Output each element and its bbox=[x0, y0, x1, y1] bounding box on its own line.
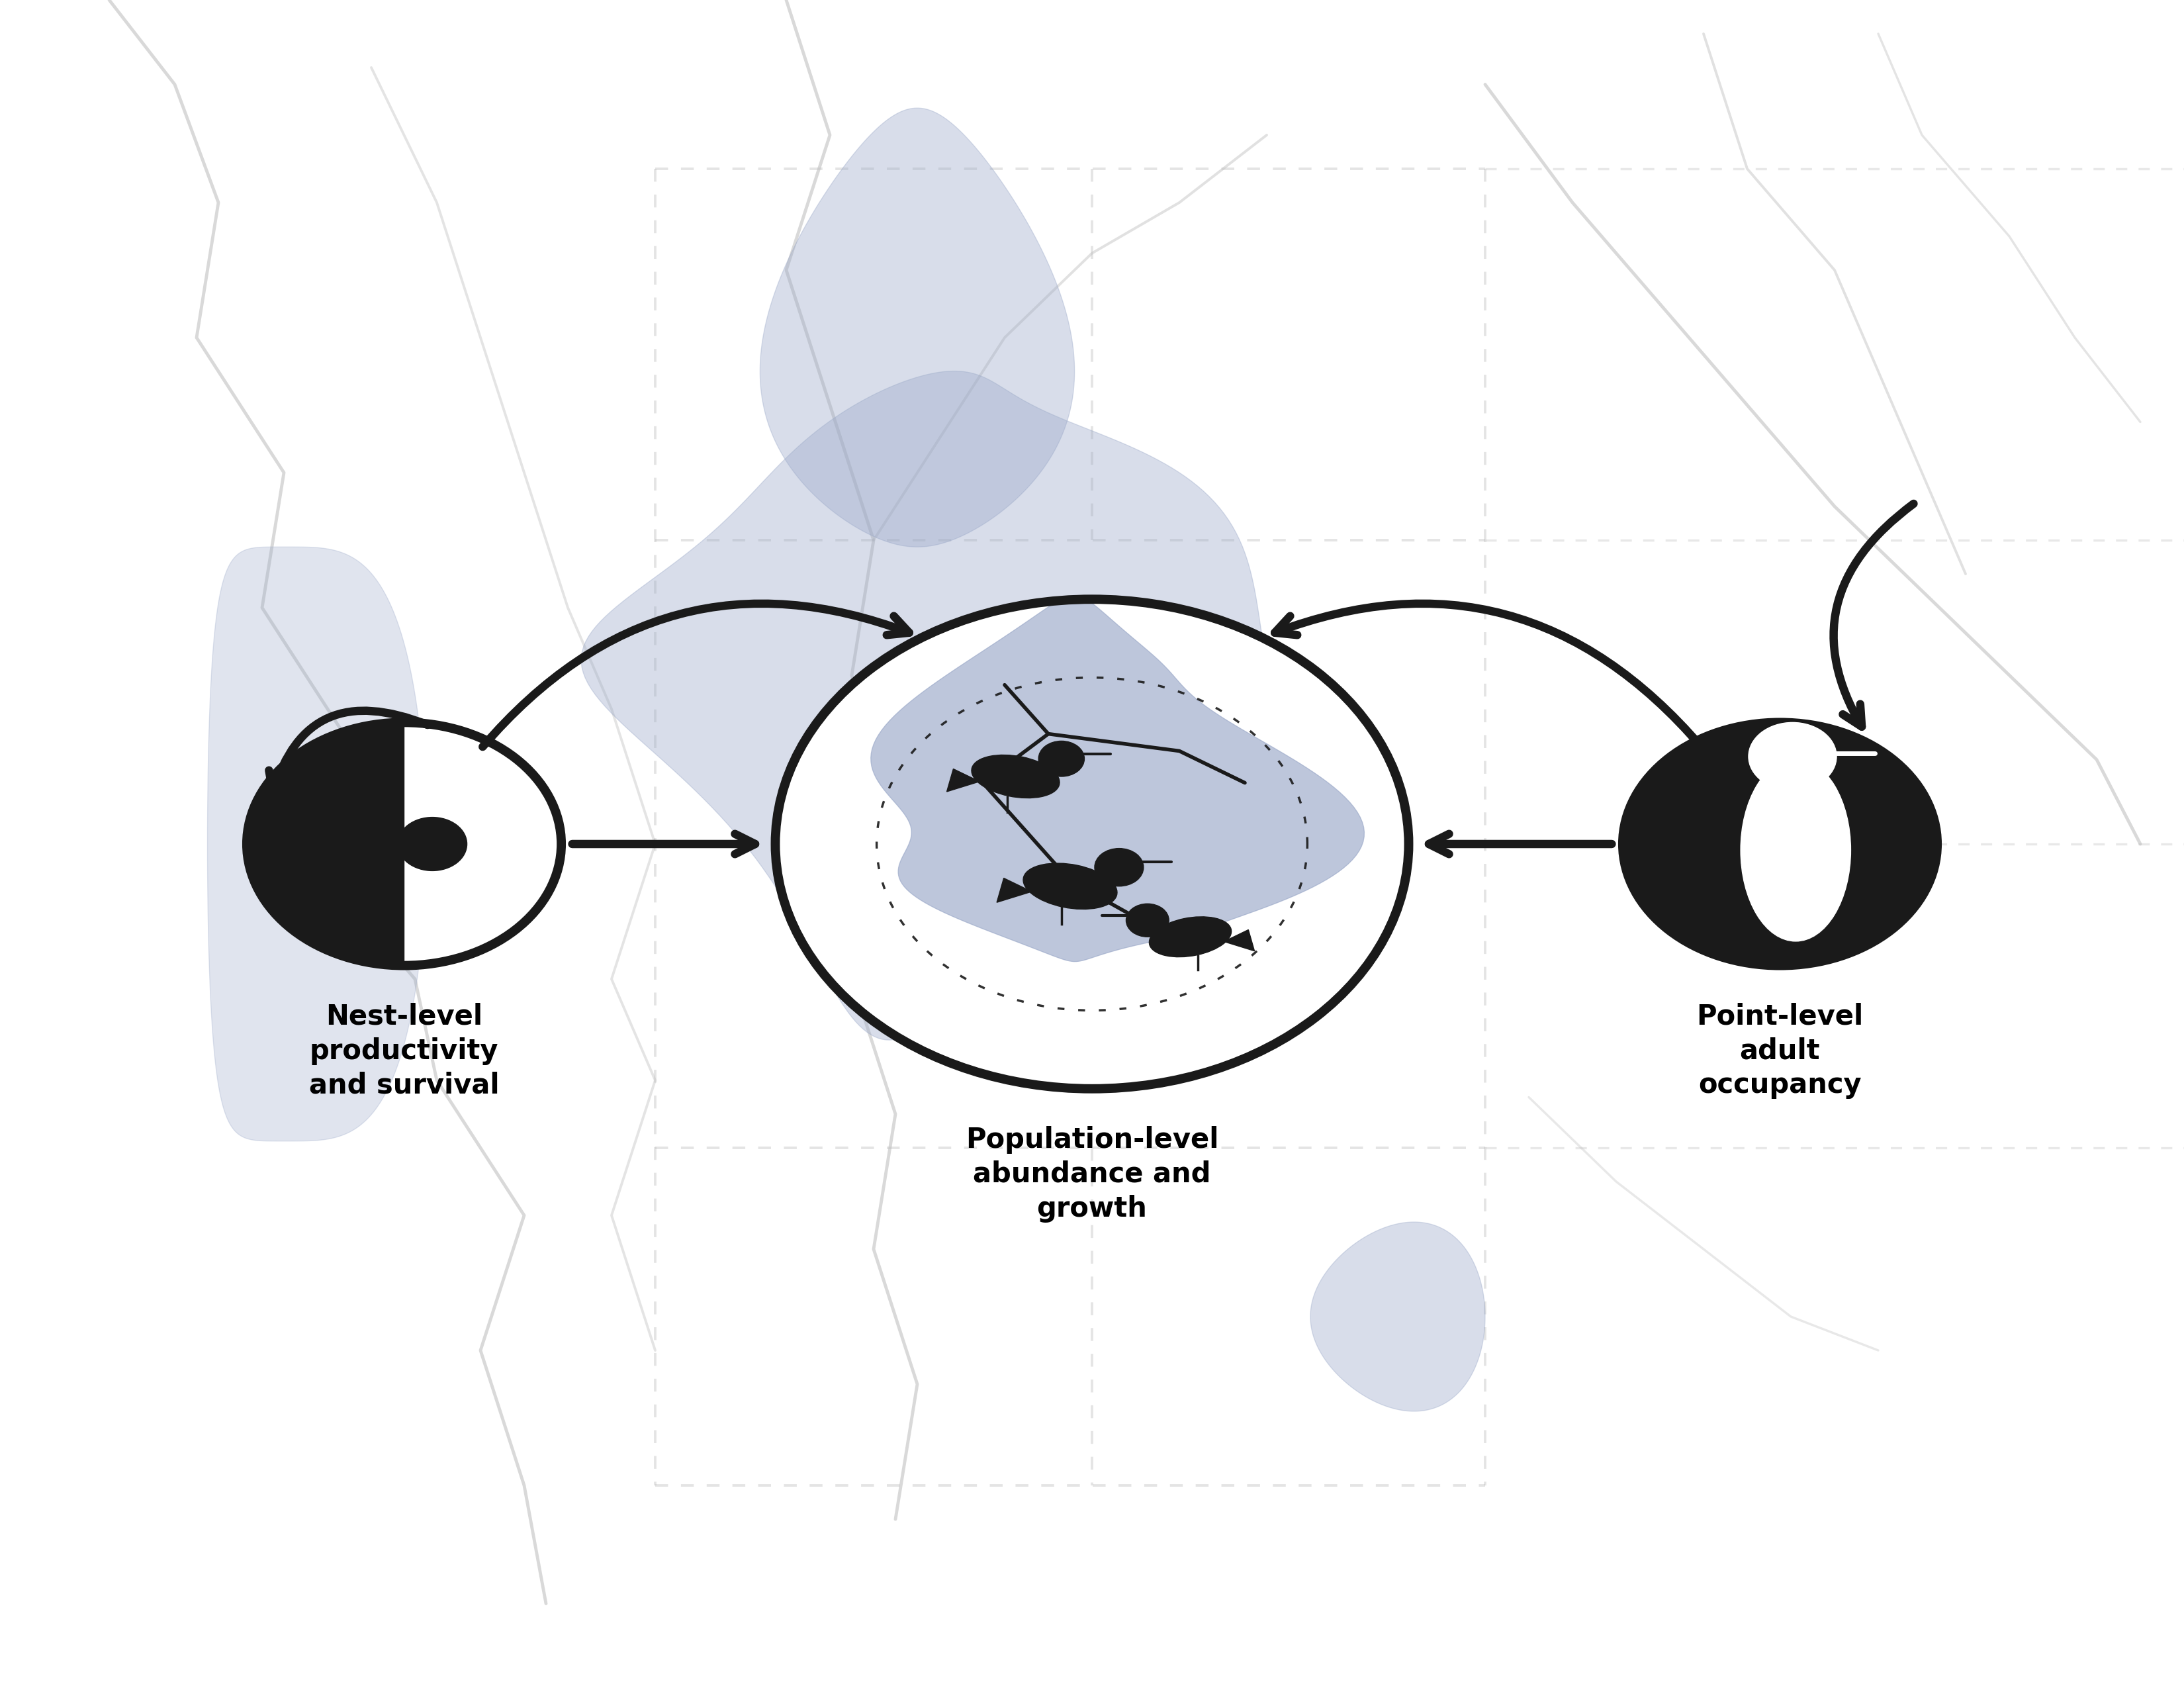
Ellipse shape bbox=[1022, 863, 1118, 910]
Text: Nest-level
productivity
and survival: Nest-level productivity and survival bbox=[308, 1003, 500, 1099]
Polygon shape bbox=[996, 878, 1031, 903]
Text: Point-level
adult
occupancy: Point-level adult occupancy bbox=[1697, 1003, 1863, 1099]
Wedge shape bbox=[247, 722, 404, 966]
Ellipse shape bbox=[972, 755, 1059, 798]
Polygon shape bbox=[1310, 1222, 1485, 1411]
Circle shape bbox=[1623, 722, 1937, 966]
Circle shape bbox=[1749, 722, 1837, 790]
Circle shape bbox=[1127, 903, 1168, 937]
Polygon shape bbox=[207, 547, 426, 1141]
Circle shape bbox=[775, 599, 1409, 1089]
Circle shape bbox=[397, 817, 467, 871]
Circle shape bbox=[1094, 849, 1144, 886]
Polygon shape bbox=[871, 596, 1365, 962]
Polygon shape bbox=[948, 770, 978, 792]
Polygon shape bbox=[760, 108, 1075, 547]
Ellipse shape bbox=[1741, 760, 1850, 942]
Ellipse shape bbox=[1149, 917, 1232, 957]
Polygon shape bbox=[581, 371, 1297, 1040]
Text: Population-level
abundance and
growth: Population-level abundance and growth bbox=[965, 1126, 1219, 1222]
Polygon shape bbox=[1223, 930, 1254, 950]
Circle shape bbox=[1040, 741, 1083, 776]
Circle shape bbox=[247, 722, 561, 966]
